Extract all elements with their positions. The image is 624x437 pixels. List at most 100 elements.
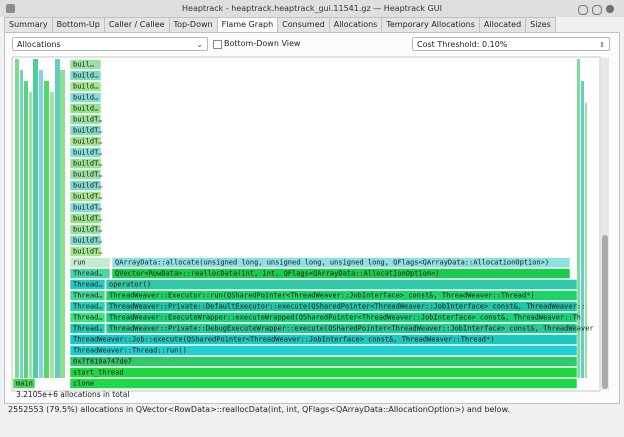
frame bbox=[69, 59, 102, 70]
frame bbox=[105, 290, 578, 301]
frame-label: build… bbox=[73, 105, 98, 113]
app-icon bbox=[6, 4, 15, 13]
frame bbox=[105, 323, 578, 334]
frame bbox=[69, 334, 578, 345]
frame-label: build… bbox=[73, 72, 98, 80]
frame bbox=[69, 268, 111, 279]
frame bbox=[105, 312, 578, 323]
frame bbox=[69, 235, 102, 246]
status-bar: 2552553 (79.5%) allocations in QVector<R… bbox=[8, 405, 510, 414]
frame-label: Thread… bbox=[73, 325, 103, 333]
frame-label: ThreadWeaver::Job::execute(QSharedPointe… bbox=[73, 336, 494, 344]
frame-label: ThreadWeaver::Executor::run(QSharedPoint… bbox=[109, 292, 535, 300]
frame-label: start_thread bbox=[73, 369, 124, 377]
spinbox-text: Cost Threshold: 0.10% bbox=[417, 40, 508, 49]
close-button[interactable] bbox=[606, 5, 614, 13]
frame bbox=[69, 169, 102, 180]
frame bbox=[69, 125, 102, 136]
minimize-button[interactable] bbox=[578, 5, 588, 15]
frame bbox=[69, 224, 102, 235]
frame-label: Thread… bbox=[73, 292, 103, 300]
combo-text: Allocations bbox=[17, 40, 61, 49]
small-frame bbox=[20, 70, 23, 378]
threshold-spinbox[interactable]: Cost Threshold: 0.10% ⇕ bbox=[412, 37, 610, 51]
frame-label: buildT… bbox=[73, 171, 103, 179]
frame bbox=[69, 246, 102, 257]
frame-label: buildT… bbox=[73, 182, 103, 190]
small-frame bbox=[60, 70, 65, 378]
small-frame bbox=[29, 92, 32, 378]
frame-label: QVector<RowData>::reallocData(int, int, … bbox=[115, 270, 440, 278]
frame-label: buildT… bbox=[73, 226, 103, 234]
small-frame bbox=[33, 59, 38, 378]
frame bbox=[69, 356, 578, 367]
frame-label: Thread… bbox=[73, 281, 103, 289]
frame bbox=[105, 301, 578, 312]
small-frame bbox=[577, 59, 580, 378]
frame-label: 0x7f819a747de7 bbox=[73, 358, 132, 366]
small-frame bbox=[581, 81, 584, 378]
frame-label: buildT… bbox=[73, 116, 103, 124]
frame bbox=[12, 378, 36, 389]
small-frame bbox=[44, 81, 49, 378]
frame-label: ThreadWeaver::Thread::run() bbox=[73, 347, 187, 355]
frame bbox=[69, 367, 578, 378]
frame bbox=[69, 213, 102, 224]
spin-arrows: ⇕ bbox=[599, 41, 605, 49]
frame-label: ThreadWeaver::ExecuteWrapper::executeWra… bbox=[109, 314, 581, 322]
frame bbox=[69, 279, 106, 290]
frame-label: run bbox=[73, 259, 86, 267]
frame-label: buildT… bbox=[73, 138, 103, 146]
frame bbox=[69, 312, 106, 323]
total-label: 3.2105e+6 allocations in total bbox=[16, 390, 129, 399]
frame bbox=[69, 136, 102, 147]
scrollbar-handle[interactable] bbox=[602, 235, 608, 389]
small-frame bbox=[39, 70, 43, 378]
window-title: Heaptrack - heaptrack.heaptrack_gui.1154… bbox=[182, 4, 442, 13]
frame bbox=[69, 323, 106, 334]
frame bbox=[69, 70, 102, 81]
frame-label: clone bbox=[73, 380, 94, 388]
frame-label: buildT… bbox=[73, 215, 103, 223]
frame-label: buildT… bbox=[73, 149, 103, 157]
frame bbox=[69, 191, 102, 202]
frame bbox=[69, 81, 102, 92]
maximize-button[interactable] bbox=[592, 5, 602, 15]
frame-label: operator() bbox=[109, 281, 151, 289]
frame-label: buildT… bbox=[73, 204, 103, 212]
scrollbar-track bbox=[601, 58, 609, 390]
checkbox[interactable] bbox=[213, 40, 222, 49]
frame-label: Thread… bbox=[73, 303, 103, 311]
small-frame bbox=[15, 59, 19, 378]
frame-label: QArrayData::allocate(unsigned long, unsi… bbox=[115, 259, 549, 267]
frame bbox=[69, 301, 106, 312]
frame bbox=[105, 279, 578, 290]
frame bbox=[69, 103, 102, 114]
frame-label: main bbox=[16, 380, 33, 388]
frame bbox=[69, 345, 578, 356]
frame bbox=[69, 378, 578, 389]
frame bbox=[69, 92, 102, 103]
checkbox-label: Bottom-Down View bbox=[224, 39, 301, 48]
frame bbox=[111, 257, 571, 268]
frame-label: buil… bbox=[73, 61, 94, 69]
frame bbox=[111, 268, 571, 279]
frame-label: ThreadWeaver::Private::DefaultExecutor::… bbox=[109, 303, 585, 311]
frame bbox=[69, 257, 111, 268]
frame-label: buildT… bbox=[73, 193, 103, 201]
frame-label: build… bbox=[73, 83, 98, 91]
frame-label: buildT… bbox=[73, 127, 103, 135]
small-frame bbox=[585, 103, 587, 378]
small-frame bbox=[50, 92, 54, 378]
frame-label: build… bbox=[73, 94, 98, 102]
frame-label: ThreadWeaver::Private::DebugExecuteWrapp… bbox=[109, 325, 594, 333]
small-frame bbox=[24, 81, 28, 378]
cost-type-combo[interactable]: Allocations ⌄ bbox=[12, 37, 208, 51]
frame-label: Thread… bbox=[73, 270, 103, 278]
frame bbox=[69, 290, 106, 301]
frame bbox=[69, 202, 102, 213]
frame bbox=[69, 158, 102, 169]
frame bbox=[69, 114, 102, 125]
